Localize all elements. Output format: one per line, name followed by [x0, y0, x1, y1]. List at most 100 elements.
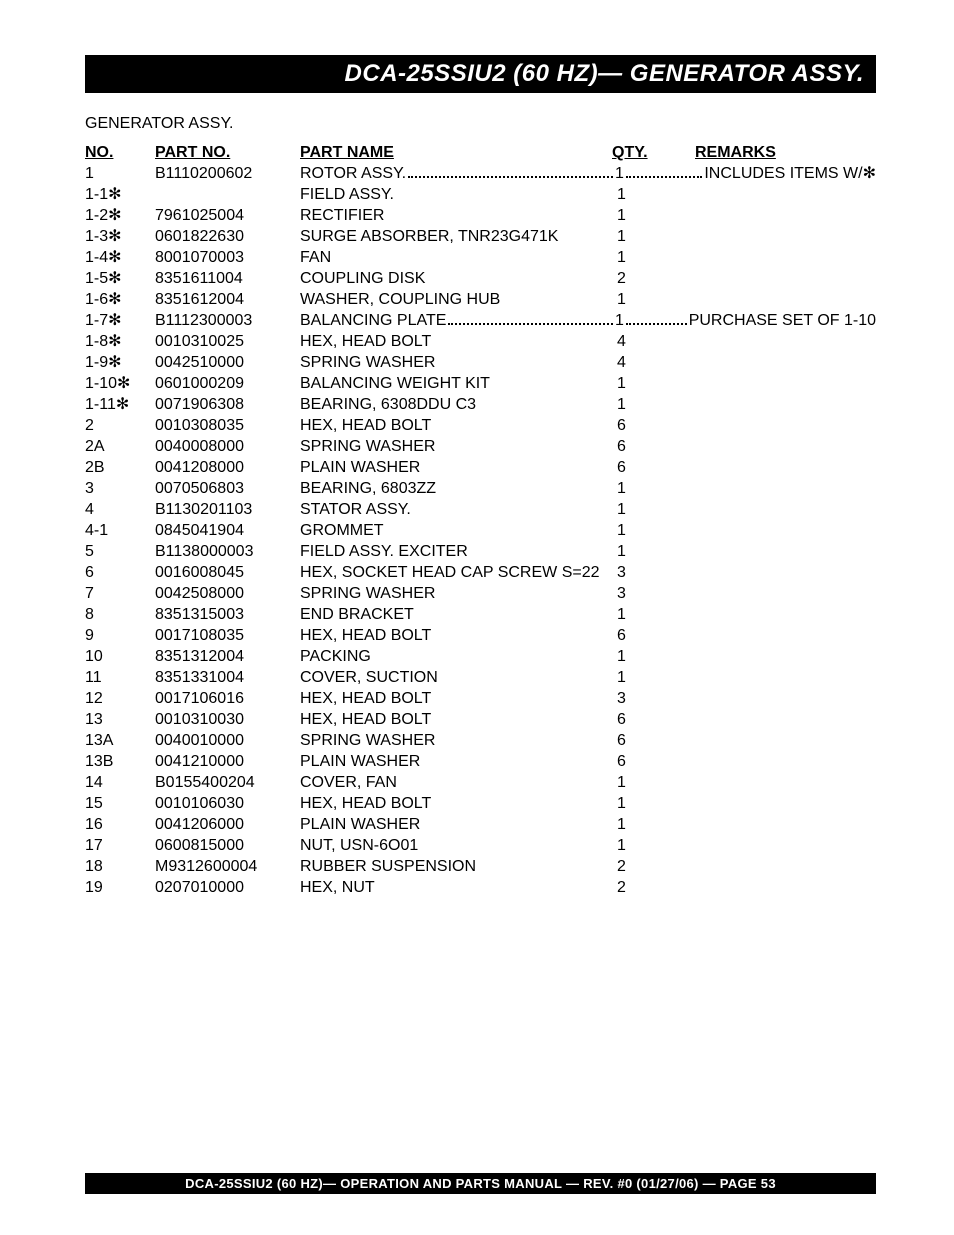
- cell-no: 4: [85, 499, 155, 520]
- table-row: 1-7✻B1112300003BALANCING PLATE1PURCHASE …: [85, 310, 876, 331]
- cell-no: 1: [85, 163, 155, 184]
- cell-no: 1-3✻: [85, 226, 155, 247]
- cell-name: FIELD ASSY. EXCITER: [300, 541, 468, 562]
- cell-name: SPRING WASHER: [300, 583, 435, 604]
- table-row: 88351315003END BRACKET1: [85, 604, 876, 625]
- col-header-partno: PART NO.: [155, 142, 300, 163]
- cell-partno: 0041210000: [155, 751, 300, 772]
- table-row: 1-11✻0071906308BEARING, 6308DDU C31: [85, 394, 876, 415]
- cell-name: WASHER, COUPLING HUB: [300, 289, 500, 310]
- parts-table: NO. PART NO. PART NAME QTY. REMARKS 1B11…: [85, 142, 876, 898]
- footer-bar: DCA-25SSIU2 (60 HZ)— OPERATION AND PARTS…: [85, 1173, 876, 1194]
- table-row: 30070506803BEARING, 6803ZZ 1: [85, 478, 876, 499]
- cell-qty: 1: [617, 394, 626, 415]
- cell-name: SPRING WASHER: [300, 436, 435, 457]
- cell-qty: 2: [617, 268, 626, 289]
- cell-name: COVER, FAN: [300, 772, 397, 793]
- cell-name: HEX, NUT: [300, 877, 375, 898]
- cell-qty: 2: [617, 877, 626, 898]
- cell-name: END BRACKET: [300, 604, 414, 625]
- cell-no: 10: [85, 646, 155, 667]
- cell-no: 14: [85, 772, 155, 793]
- cell-name: FAN: [300, 247, 331, 268]
- cell-name: SPRING WASHER: [300, 352, 435, 373]
- col-header-remarks: REMARKS: [695, 142, 776, 163]
- cell-name: SURGE ABSORBER, TNR23G471K: [300, 226, 558, 247]
- cell-qty: 1: [617, 226, 626, 247]
- table-row: 1-3✻0601822630SURGE ABSORBER, TNR23G471K…: [85, 226, 876, 247]
- table-row: 4-10845041904GROMMET1: [85, 520, 876, 541]
- cell-partno: 8001070003: [155, 247, 300, 268]
- cell-no: 1-1✻: [85, 184, 155, 205]
- cell-partno: 0042508000: [155, 583, 300, 604]
- cell-qty: 4: [617, 331, 626, 352]
- table-row: 160041206000PLAIN WASHER1: [85, 814, 876, 835]
- cell-partno: 8351331004: [155, 667, 300, 688]
- cell-qty: 1: [617, 541, 626, 562]
- cell-no: 16: [85, 814, 155, 835]
- table-row: 1-2✻7961025004RECTIFIER1: [85, 205, 876, 226]
- header-bar: DCA-25SSIU2 (60 HZ)— GENERATOR ASSY.: [85, 55, 876, 93]
- cell-name: BEARING, 6308DDU C3: [300, 394, 476, 415]
- cell-partno: 0010308035: [155, 415, 300, 436]
- cell-qty: 1: [617, 373, 626, 394]
- table-row: 1-5✻8351611004COUPLING DISK2: [85, 268, 876, 289]
- cell-qty: 1: [617, 520, 626, 541]
- cell-no: 1-10✻: [85, 373, 155, 394]
- cell-partno: 0041206000: [155, 814, 300, 835]
- cell-partno: B0155400204: [155, 772, 300, 793]
- cell-partno: 8351612004: [155, 289, 300, 310]
- cell-partno: B1138000003: [155, 541, 300, 562]
- table-row: 1-10✻0601000209BALANCING WEIGHT KIT1: [85, 373, 876, 394]
- cell-no: 3: [85, 478, 155, 499]
- cell-qty: 1: [617, 667, 626, 688]
- cell-partno: B1130201103: [155, 499, 300, 520]
- cell-qty: 6: [617, 751, 626, 772]
- table-row: 4B1130201103STATOR ASSY.1: [85, 499, 876, 520]
- cell-name: BEARING, 6803ZZ: [300, 478, 436, 499]
- cell-no: 9: [85, 625, 155, 646]
- cell-name: ROTOR ASSY.: [300, 163, 615, 184]
- cell-partno: M9312600004: [155, 856, 300, 877]
- cell-partno: 0070506803: [155, 478, 300, 499]
- table-row: 118351331004COVER, SUCTION1: [85, 667, 876, 688]
- cell-qty: 1: [617, 499, 626, 520]
- cell-no: 5: [85, 541, 155, 562]
- cell-no: 11: [85, 667, 155, 688]
- cell-partno: 8351312004: [155, 646, 300, 667]
- cell-partno: 0041208000: [155, 457, 300, 478]
- table-row: 1-8✻0010310025HEX, HEAD BOLT4: [85, 331, 876, 352]
- cell-qty: 1: [617, 646, 626, 667]
- section-title: GENERATOR ASSY.: [85, 115, 234, 133]
- cell-partno: 0845041904: [155, 520, 300, 541]
- cell-name: PLAIN WASHER: [300, 457, 420, 478]
- cell-name: PACKING: [300, 646, 371, 667]
- table-row: 120017106016HEX, HEAD BOLT3: [85, 688, 876, 709]
- cell-qty: 6: [617, 709, 626, 730]
- table-row: 190207010000HEX, NUT2: [85, 877, 876, 898]
- table-row: 1B1110200602ROTOR ASSY.1INCLUDES ITEMS W…: [85, 163, 876, 184]
- cell-qty: 3: [617, 562, 626, 583]
- cell-name: RECTIFIER: [300, 205, 384, 226]
- cell-no: 15: [85, 793, 155, 814]
- table-row: 20010308035HEX, HEAD BOLT6: [85, 415, 876, 436]
- cell-no: 12: [85, 688, 155, 709]
- cell-qty: 1: [617, 205, 626, 226]
- cell-remarks: PURCHASE SET OF 1-10: [689, 310, 876, 331]
- col-header-qty: QTY.: [612, 142, 648, 163]
- cell-no: 1-9✻: [85, 352, 155, 373]
- cell-qty: 2: [617, 856, 626, 877]
- cell-partno: 0042510000: [155, 352, 300, 373]
- cell-qty-remarks: 1INCLUDES ITEMS W/✻: [615, 163, 876, 184]
- cell-no: 18: [85, 856, 155, 877]
- table-row: 170600815000NUT, USN-6O011: [85, 835, 876, 856]
- cell-qty: 6: [617, 730, 626, 751]
- cell-name: GROMMET: [300, 520, 384, 541]
- cell-partno: 0207010000: [155, 877, 300, 898]
- cell-qty: 6: [617, 457, 626, 478]
- cell-name: HEX, HEAD BOLT: [300, 709, 431, 730]
- cell-name: NUT, USN-6O01: [300, 835, 418, 856]
- cell-qty: 1: [617, 478, 626, 499]
- cell-partno: 7961025004: [155, 205, 300, 226]
- cell-name: COUPLING DISK: [300, 268, 425, 289]
